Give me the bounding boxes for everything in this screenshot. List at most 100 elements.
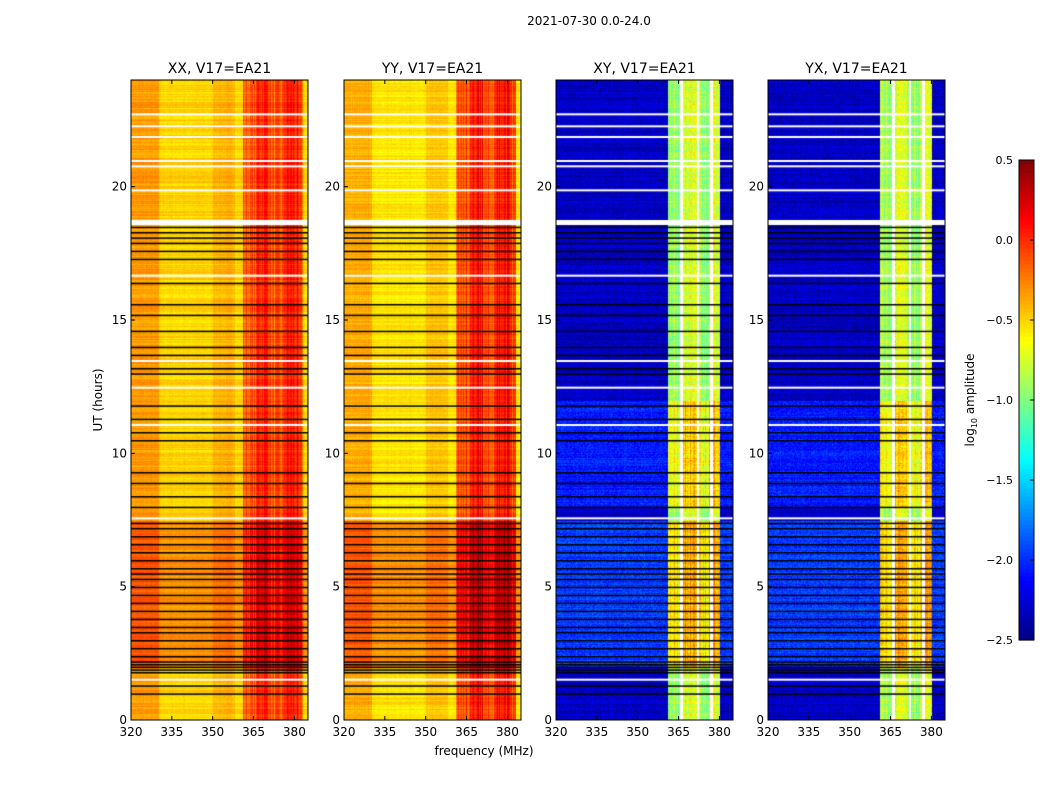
colorbar-segment — [1019, 336, 1034, 341]
colorbar-segment — [1019, 524, 1034, 529]
colorbar-tick-label: −2.0 — [986, 554, 1013, 567]
y-tick-label: 10 — [112, 446, 127, 460]
colorbar-segment — [1019, 304, 1034, 309]
x-tick-label: 350 — [838, 725, 861, 739]
colorbar-segment — [1019, 364, 1034, 369]
y-tick-label: 15 — [325, 313, 340, 327]
colorbar-segment — [1019, 228, 1034, 233]
x-tick-label: 335 — [160, 725, 183, 739]
colorbar-segment — [1019, 376, 1034, 381]
colorbar-segment — [1019, 628, 1034, 633]
colorbar-segment — [1019, 564, 1034, 569]
heatmap-cells — [768, 80, 945, 720]
y-tick-label: 10 — [325, 446, 340, 460]
panel-title: YX, V17=EA21 — [804, 61, 907, 77]
colorbar-segment — [1019, 596, 1034, 601]
colorbar-segment — [1019, 312, 1034, 317]
heatmap-panel-1 — [344, 80, 521, 720]
colorbar-label-label_rest: amplitude — [963, 354, 977, 418]
colorbar-segment — [1019, 296, 1034, 301]
y-tick-label: 15 — [112, 313, 127, 327]
colorbar-segment — [1019, 508, 1034, 513]
panel-title: YY, V17=EA21 — [381, 61, 483, 77]
colorbar-segment — [1019, 404, 1034, 409]
y-tick-label: 15 — [537, 313, 552, 327]
heatmap-cells — [131, 80, 308, 720]
colorbar-segment — [1019, 344, 1034, 349]
colorbar-segment — [1019, 192, 1034, 197]
heatmap-cells — [556, 80, 733, 720]
axes-frame — [343, 79, 522, 721]
colorbar-segment — [1019, 388, 1034, 393]
y-tick-label: 5 — [544, 580, 552, 594]
colorbar-segment — [1019, 348, 1034, 353]
colorbar-segment — [1019, 604, 1034, 609]
colorbar-segment — [1019, 492, 1034, 497]
colorbar-segment — [1019, 372, 1034, 377]
colorbar-segment — [1019, 248, 1034, 253]
colorbar-segment — [1019, 484, 1034, 489]
colorbar-segment — [1019, 420, 1034, 425]
colorbar-segment — [1019, 292, 1034, 297]
colorbar-segment — [1019, 424, 1034, 429]
y-tick-label: 5 — [332, 580, 340, 594]
colorbar-segment — [1019, 188, 1034, 193]
colorbar-segment — [1019, 160, 1034, 165]
colorbar-segment — [1019, 216, 1034, 221]
colorbar-segment — [1019, 280, 1034, 285]
x-tick-label: 350 — [414, 725, 437, 739]
colorbar-segment — [1019, 408, 1034, 413]
x-tick-label: 350 — [626, 725, 649, 739]
colorbar-segment — [1019, 588, 1034, 593]
colorbar-segment — [1019, 560, 1034, 565]
colorbar-segment — [1019, 164, 1034, 169]
x-tick-label: 335 — [797, 725, 820, 739]
colorbar-segment — [1019, 428, 1034, 433]
x-tick-label: 365 — [455, 725, 478, 739]
colorbar-segment — [1019, 300, 1034, 305]
colorbar-segment — [1019, 328, 1034, 333]
colorbar-segment — [1019, 632, 1034, 637]
colorbar-segment — [1019, 256, 1034, 261]
colorbar-segment — [1019, 444, 1034, 449]
colorbar-segment — [1019, 264, 1034, 269]
colorbar-segment — [1019, 532, 1034, 537]
figure-title: 2021-07-30 0.0-24.0 — [527, 14, 651, 28]
colorbar-segment — [1019, 436, 1034, 441]
colorbar-segment — [1019, 360, 1034, 365]
colorbar-segment — [1019, 572, 1034, 577]
x-tick-label: 320 — [545, 725, 568, 739]
heatmap-cells — [344, 80, 521, 720]
x-tick-label: 335 — [373, 725, 396, 739]
colorbar-segment — [1019, 320, 1034, 325]
x-tick-label: 380 — [708, 725, 731, 739]
heatmap-panel-0 — [131, 80, 308, 720]
axes-frame — [767, 79, 946, 721]
colorbar-tick-label: −1.0 — [986, 394, 1013, 407]
colorbar-segment — [1019, 268, 1034, 273]
colorbar-segment — [1019, 240, 1034, 245]
heatmap-panel-2 — [556, 80, 733, 720]
colorbar-tick-label: −1.5 — [986, 474, 1013, 487]
colorbar-segment — [1019, 480, 1034, 485]
x-axis-label: frequency (MHz) — [434, 744, 533, 758]
colorbar-segment — [1019, 512, 1034, 517]
x-tick-label: 380 — [496, 725, 519, 739]
x-tick-label: 320 — [757, 725, 780, 739]
y-tick-label: 20 — [537, 180, 552, 194]
colorbar-segment — [1019, 224, 1034, 229]
axes-frame — [130, 79, 309, 721]
colorbar-tick-label: 0.5 — [996, 154, 1014, 167]
colorbar-segment — [1019, 332, 1034, 337]
colorbar-segment — [1019, 236, 1034, 241]
x-tick-label: 320 — [333, 725, 356, 739]
x-tick-label: 365 — [242, 725, 265, 739]
colorbar-segment — [1019, 356, 1034, 361]
panel-title: XX, V17=EA21 — [168, 61, 271, 77]
colorbar-segment — [1019, 592, 1034, 597]
colorbar-segment — [1019, 500, 1034, 505]
colorbar-segment — [1019, 412, 1034, 417]
y-tick-label: 10 — [537, 446, 552, 460]
colorbar-segment — [1019, 432, 1034, 437]
